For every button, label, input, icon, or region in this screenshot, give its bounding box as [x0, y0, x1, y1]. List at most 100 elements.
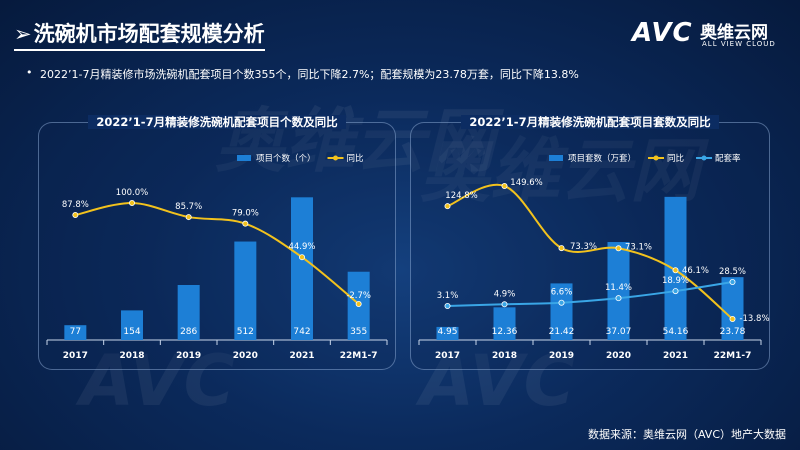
- line-point: [501, 301, 508, 308]
- line-point: [615, 245, 622, 252]
- line-value-label: 28.5%: [719, 267, 746, 277]
- page-title: ➢洗碗机市场配套规模分析: [14, 18, 265, 51]
- line-point: [242, 220, 249, 227]
- legend-swatch-point: [333, 155, 339, 161]
- bar-value-label: 12.36: [492, 327, 518, 337]
- bar-value-label: 54.16: [663, 327, 689, 337]
- summary-text: • 2022’1-7月精装修市场洗碗机配套项目个数355个，同比下降2.7%；配…: [26, 66, 579, 82]
- x-tick-label: 2020: [233, 351, 258, 361]
- x-tick-label: 22M1-7: [714, 351, 752, 361]
- legend-swatch-point: [653, 155, 659, 161]
- watermark-text: 奥维云网: [420, 130, 700, 212]
- logo-mark: AVC: [632, 18, 693, 48]
- data-source: 数据来源：奥维云网（AVC）地产大数据: [587, 428, 786, 441]
- line-value-label: 87.8%: [62, 200, 89, 210]
- bar: [177, 285, 200, 340]
- bar: [436, 326, 459, 340]
- legend-swatch-bar: [237, 155, 251, 161]
- line-value-label: 18.9%: [662, 276, 689, 286]
- chart-left: 77 2017 154 2018 286 2019 512 2020 742 2021 355 22M…: [46, 153, 388, 361]
- arrow-icon: ➢: [14, 22, 32, 46]
- bar-value-label: 23.78: [720, 327, 746, 337]
- line-value-label: 73.1%: [625, 242, 652, 252]
- summary-line: 2022’1-7月精装修市场洗碗机配套项目个数355个，同比下降2.7%；配套规…: [40, 68, 579, 81]
- x-tick-label: 2019: [549, 351, 574, 361]
- x-tick-label: 2021: [663, 351, 688, 361]
- chart-title-right: 2022’1-7月精装修洗碗机配套项目套数及同比: [411, 114, 769, 130]
- bar: [64, 325, 87, 340]
- line-point: [729, 278, 736, 285]
- x-tick-label: 2019: [176, 351, 201, 361]
- line-point: [185, 214, 192, 221]
- series-line: [447, 183, 734, 320]
- x-tick-label: 2018: [119, 351, 144, 361]
- line-value-label: 3.1%: [437, 291, 459, 301]
- line-value-label: -2.7%: [346, 291, 371, 301]
- x-tick-label: 22M1-7: [340, 351, 378, 361]
- bar: [291, 197, 313, 340]
- line-point: [298, 254, 305, 261]
- legend-swatch-point: [701, 155, 707, 161]
- bar: [550, 283, 573, 340]
- bar-value-label: 512: [237, 327, 254, 337]
- line-point: [501, 183, 508, 190]
- line-point: [558, 245, 565, 252]
- watermark-text: 奥维云网: [215, 100, 495, 182]
- line-point: [558, 299, 565, 306]
- line-value-label: 44.9%: [288, 242, 315, 252]
- line-value-label: 73.3%: [570, 242, 597, 252]
- bar: [121, 310, 143, 340]
- line-value-label: 6.6%: [551, 288, 573, 298]
- avc-logo: AVC 奥维云网 ALL VIEW CLOUD: [632, 16, 792, 52]
- line-value-label: 4.9%: [494, 289, 516, 299]
- legend-label: 项目套数（万套）: [568, 153, 636, 164]
- watermark-logo: AVC: [420, 340, 575, 422]
- x-tick-label: 2017: [63, 351, 88, 361]
- line-value-label: 85.7%: [175, 202, 202, 212]
- line-point: [672, 267, 679, 274]
- bar-value-label: 355: [350, 327, 367, 337]
- line-value-label: -13.8%: [739, 314, 769, 324]
- legend-swatch-bar: [549, 155, 563, 161]
- line-value-label: 11.4%: [605, 283, 632, 293]
- x-tick-label: 2018: [492, 351, 517, 361]
- line-point: [729, 315, 736, 322]
- bar: [234, 241, 257, 340]
- legend-label: 同比: [667, 153, 684, 164]
- line-point: [129, 200, 136, 207]
- line-point: [672, 288, 679, 295]
- chart-panel-right: 2022’1-7月精装修洗碗机配套项目套数及同比 4.95 2017 12.36 20…: [410, 115, 770, 370]
- line-point: [444, 302, 451, 309]
- bar-value-label: 77: [70, 327, 81, 337]
- line-point: [72, 211, 79, 218]
- bar: [721, 277, 744, 340]
- x-tick-label: 2021: [289, 351, 314, 361]
- line-value-label: 149.6%: [510, 178, 542, 188]
- watermark-logo: AVC: [80, 340, 235, 422]
- line-value-label: 124.8%: [445, 191, 477, 201]
- page-title-text: 洗碗机市场配套规模分析: [33, 22, 265, 46]
- series-line: [75, 201, 360, 305]
- line-point: [355, 300, 362, 307]
- chart-panel-left: 2022’1-7月精装修洗碗机配套项目个数及同比 77 2017 154 2018 28…: [38, 115, 396, 370]
- line-point: [444, 203, 451, 210]
- x-tick-label: 2020: [606, 351, 631, 361]
- logo-en: ALL VIEW CLOUD: [702, 40, 776, 48]
- chart-right: 4.95 2017 12.36 2018 21.42 2019 37.07 2020 54.16…: [418, 153, 770, 361]
- series-line: [447, 281, 733, 307]
- bar-value-label: 742: [293, 327, 310, 337]
- legend-label: 项目个数（个）: [256, 153, 316, 164]
- bar: [607, 242, 630, 340]
- chart-title-left: 2022’1-7月精装修洗碗机配套项目个数及同比: [39, 114, 395, 130]
- line-value-label: 100.0%: [116, 188, 148, 198]
- bar: [493, 307, 516, 340]
- line-point: [615, 295, 622, 302]
- logo-cn: 奥维云网: [700, 23, 768, 43]
- bar-value-label: 154: [123, 327, 140, 337]
- bar-value-label: 4.95: [437, 327, 457, 337]
- bar-value-label: 37.07: [606, 327, 632, 337]
- legend-label: 配套率: [715, 153, 741, 164]
- bullet-icon: •: [26, 66, 33, 79]
- bar-value-label: 286: [180, 327, 197, 337]
- legend-label: 同比: [347, 153, 364, 164]
